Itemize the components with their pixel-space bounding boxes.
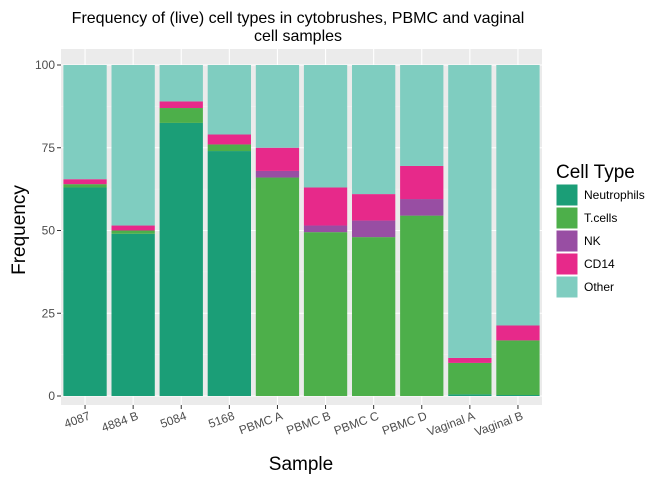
bar-segment-nk — [352, 220, 396, 238]
bar-segment-nk — [303, 225, 348, 233]
bar-segment-other — [352, 65, 396, 195]
bar-segment-cd14 — [303, 187, 348, 226]
bar-segment-t-cells — [352, 237, 396, 396]
x-tick-label: PBMC B — [285, 409, 333, 438]
bar-segment-cd14 — [400, 165, 444, 200]
legend: Cell Type Neutrophils T.cells NK CD14 Other — [555, 162, 645, 299]
x-tick-label: 4087 — [62, 409, 92, 431]
bar-segment-cd14 — [63, 179, 107, 185]
x-tick-label: PBMC D — [380, 409, 429, 438]
bar-segment-other — [448, 65, 492, 358]
bar-segment-t-cells — [255, 177, 300, 396]
x-tick-label: Vaginal A — [425, 409, 477, 439]
bar-segment-neutrophils — [111, 233, 155, 396]
chart-title-line-2: cell samples — [254, 28, 342, 45]
x-tick-label: PBMC C — [332, 409, 381, 438]
legend-key-other — [555, 275, 579, 299]
bar-segment-cd14 — [111, 225, 155, 231]
y-tick-label: 50 — [42, 224, 56, 238]
x-tick-label: PBMC A — [237, 409, 284, 438]
x-tick-label: 5084 — [158, 409, 188, 431]
legend-key-neutrophils — [555, 183, 579, 207]
x-tick-label: 5168 — [206, 409, 236, 431]
bar-segment-t-cells — [448, 362, 492, 395]
bar-segment-other — [159, 65, 203, 102]
bar-segment-cd14 — [352, 194, 396, 221]
legend-label: NK — [584, 234, 601, 248]
bar-segment-other — [63, 65, 107, 180]
x-tick-label: 4884 B — [100, 409, 141, 435]
x-axis-title: Sample — [269, 454, 333, 475]
x-tick-label: Vaginal B — [473, 409, 525, 439]
bar-segment-t-cells — [496, 340, 540, 396]
legend-label: CD14 — [584, 257, 615, 271]
bar-segment-neutrophils — [448, 394, 492, 396]
bar-segment-t-cells — [63, 184, 107, 188]
legend-label: Neutrophils — [584, 188, 645, 202]
bar-segment-t-cells — [303, 232, 348, 396]
bar-segment-other — [400, 65, 444, 166]
bar-segment-t-cells — [111, 230, 155, 234]
bar-segment-other — [255, 65, 300, 148]
y-tick-label: 100 — [35, 58, 55, 72]
legend-label: Other — [584, 280, 614, 294]
bar-segment-cd14 — [448, 357, 492, 363]
bar-segment-other — [303, 65, 348, 188]
bar-segment-other — [207, 65, 251, 135]
legend-key-cd14 — [555, 252, 579, 276]
bar-segment-cd14 — [207, 134, 251, 145]
bar-segment-neutrophils — [496, 395, 540, 396]
bar-segment-cd14 — [496, 325, 540, 341]
bar-segment-t-cells — [400, 215, 444, 396]
bar-segment-neutrophils — [63, 187, 107, 396]
bars — [63, 65, 540, 397]
bar-segment-cd14 — [159, 101, 203, 109]
bar-segment-neutrophils — [159, 122, 203, 397]
bar-segment-t-cells — [159, 108, 203, 123]
legend-key-nk — [555, 229, 579, 253]
bar-segment-other — [496, 65, 540, 326]
y-tick-label: 75 — [42, 141, 56, 155]
bar-segment-neutrophils — [207, 151, 251, 396]
y-tick-label: 25 — [42, 306, 56, 320]
y-axis: 0 25 50 75 100 — [35, 58, 61, 403]
legend-label: T.cells — [584, 211, 617, 225]
y-axis-title: Frequency — [9, 185, 30, 275]
bar-segment-t-cells — [207, 144, 251, 152]
bar-segment-nk — [400, 199, 444, 216]
bar-segment-other — [111, 65, 155, 226]
legend-key-t-cells — [555, 206, 579, 230]
bar-segment-cd14 — [255, 147, 300, 171]
legend-title: Cell Type — [556, 162, 635, 183]
bar-segment-nk — [255, 170, 300, 178]
x-axis: 4087 4884 B 5084 5168 PBMC A PBMC B PBMC C PBMC… — [62, 405, 525, 439]
chart-title-line-1: Frequency of (live) cell types in cytobr… — [72, 10, 525, 27]
y-tick-label: 0 — [48, 389, 55, 403]
